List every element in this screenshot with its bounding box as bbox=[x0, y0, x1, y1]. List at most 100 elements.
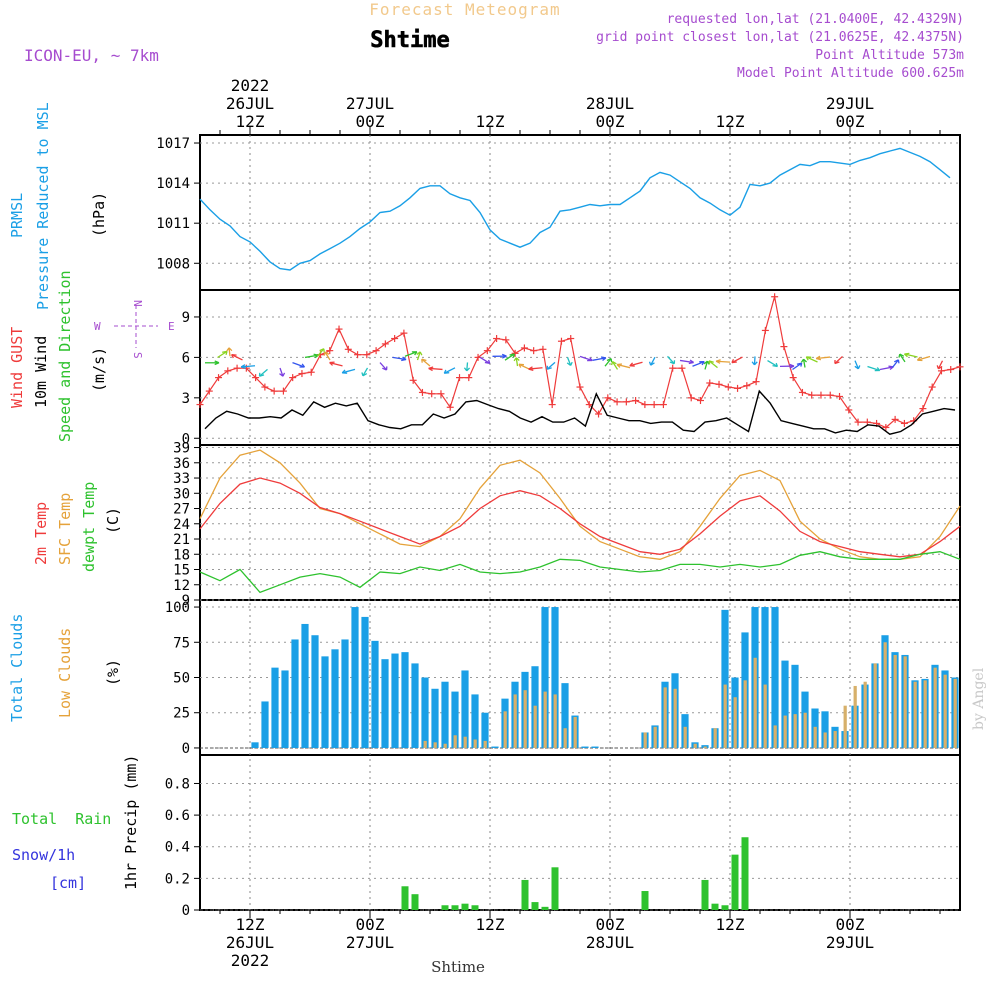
wind-arrowhead bbox=[606, 358, 612, 362]
low-cloud-bar bbox=[453, 735, 457, 748]
pressure-ytick-label: 1014 bbox=[156, 176, 190, 192]
wind-arrow bbox=[342, 368, 356, 374]
total-cloud-bar bbox=[591, 746, 599, 748]
top-time-label: 00Z bbox=[356, 112, 385, 131]
precip-ytick-label: 0.6 bbox=[165, 808, 190, 824]
low-cloud-bar bbox=[523, 690, 527, 748]
wind-arrowhead bbox=[708, 360, 714, 363]
low-cloud-bar bbox=[423, 740, 427, 748]
temp-ytick-label: 33 bbox=[173, 471, 190, 487]
wind-arrowhead bbox=[466, 367, 471, 372]
low-cloud-bar bbox=[923, 680, 927, 748]
wind-arrow bbox=[579, 355, 593, 362]
gridpoint-coords: grid point closest lon,lat (21.0625E, 42… bbox=[596, 30, 964, 45]
wind-arrow bbox=[806, 356, 818, 363]
wind-arrow bbox=[937, 360, 944, 370]
low-cloud-bar bbox=[473, 739, 477, 748]
wind-arrowhead bbox=[803, 358, 807, 363]
top-time-label: 2022 bbox=[231, 76, 270, 95]
panel-frame-2 bbox=[199, 444, 961, 601]
wind-arrow bbox=[324, 351, 331, 361]
low-cloud-bar bbox=[683, 726, 687, 748]
wind-speed-label: Speed and Direction bbox=[56, 270, 74, 442]
wind-arrowhead bbox=[214, 362, 220, 366]
wind-arrowhead bbox=[401, 358, 407, 362]
bottom-time-label: 00Z bbox=[356, 915, 385, 934]
wind-arrow bbox=[679, 359, 694, 364]
wind-arrow bbox=[279, 367, 284, 377]
wind-arrowhead bbox=[751, 361, 756, 366]
total-cloud-bar bbox=[791, 664, 799, 748]
pressure-line bbox=[199, 147, 951, 271]
low-cloud-bar bbox=[693, 743, 697, 748]
low-cloud-bar bbox=[443, 743, 447, 748]
pressure-ytick-label: 1011 bbox=[156, 216, 190, 232]
bottom-time-label: 00Z bbox=[596, 915, 625, 934]
wind-arrow bbox=[802, 359, 806, 368]
low-cloud-bar bbox=[793, 714, 797, 748]
clouds-ytick-label: 100 bbox=[165, 600, 190, 616]
rain-label: Total Rain bbox=[12, 810, 111, 828]
wind-arrowhead bbox=[484, 361, 490, 364]
low-cloud-bar bbox=[763, 684, 767, 748]
wind-arrow bbox=[546, 361, 556, 370]
model-altitude: Model Point Altitude 600.625m bbox=[737, 66, 964, 81]
wind-ytick-label: 6 bbox=[182, 350, 190, 366]
gust-label: Wind GUST bbox=[8, 327, 26, 408]
top-time-label: 12Z bbox=[236, 112, 265, 131]
top-time-label: 00Z bbox=[836, 112, 865, 131]
rain-bar bbox=[411, 894, 419, 910]
total-cloud-bar bbox=[821, 711, 829, 748]
rain-bar bbox=[731, 854, 739, 910]
wind-arrowhead bbox=[463, 367, 468, 372]
total-cloud-bar bbox=[311, 635, 319, 748]
wind-arrow bbox=[650, 356, 656, 366]
rain-bar bbox=[541, 906, 549, 910]
wind-arrowhead bbox=[324, 351, 330, 355]
low-cloud-bar bbox=[873, 663, 877, 748]
total-cloud-bar bbox=[541, 607, 549, 748]
dewpt-label: dewpt Temp bbox=[80, 482, 98, 572]
wind-arrowhead bbox=[361, 372, 364, 377]
snow-unit-label: [cm] bbox=[50, 874, 86, 892]
series-layer bbox=[196, 147, 964, 911]
wind-arrow bbox=[716, 360, 731, 363]
wind-arrowhead bbox=[428, 366, 434, 370]
low-cloud-bar bbox=[913, 681, 917, 748]
wind-arrow bbox=[231, 354, 243, 361]
wind-arrow bbox=[704, 361, 709, 370]
wind-arrowhead bbox=[222, 350, 228, 353]
wind-arrow bbox=[518, 363, 531, 371]
wind-arrowhead bbox=[629, 362, 634, 367]
low-clouds-label: Low Clouds bbox=[56, 628, 74, 718]
wind-arrowhead bbox=[566, 362, 572, 366]
low-cloud-bar bbox=[903, 656, 907, 748]
temp-ytick-label: 39 bbox=[173, 441, 190, 457]
wind-arrow bbox=[708, 360, 718, 369]
wind-arrow bbox=[241, 365, 256, 368]
point-altitude: Point Altitude 573m bbox=[815, 48, 964, 63]
low-cloud-bar bbox=[573, 716, 577, 748]
wind-arrow bbox=[428, 367, 443, 371]
wind-arrow bbox=[421, 358, 431, 367]
pressure-unit: (hPa) bbox=[90, 192, 108, 237]
footer-location: Shtime bbox=[431, 958, 485, 976]
total-cloud-bar bbox=[461, 670, 469, 748]
prmsl-label: PRMSL bbox=[8, 193, 26, 238]
t2m-line bbox=[199, 477, 961, 558]
wind-arrow bbox=[416, 351, 421, 361]
wind-arrow bbox=[329, 361, 343, 367]
bottom-time-label: 27JUL bbox=[346, 933, 394, 952]
low-cloud-bar bbox=[533, 705, 537, 748]
model-label: ICON-EU, ~ 7km bbox=[24, 46, 159, 65]
wind-arrow bbox=[379, 362, 388, 371]
low-cloud-bar bbox=[543, 691, 547, 748]
rain-bar bbox=[441, 905, 449, 910]
wind-arrowhead bbox=[612, 361, 617, 365]
wind-arrowhead bbox=[225, 351, 228, 355]
wind-arrow bbox=[731, 356, 743, 364]
wind-arrowhead bbox=[512, 353, 515, 358]
wind-arrowhead bbox=[703, 360, 708, 365]
wind-arrowhead bbox=[904, 352, 910, 355]
